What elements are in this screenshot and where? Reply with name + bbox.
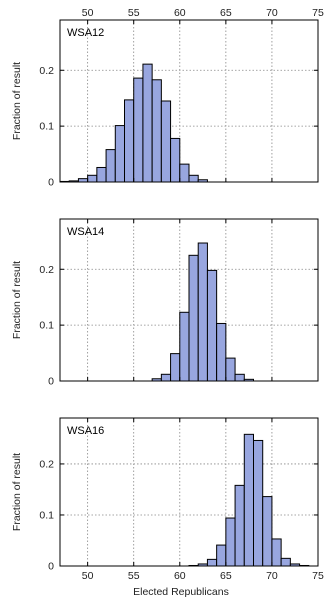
x-tick-label: 70 <box>266 570 278 582</box>
histogram-bar <box>206 269 218 382</box>
x-tick-label: 65 <box>220 7 232 19</box>
y-tick-label: 0.1 <box>39 509 54 521</box>
x-tick-label: 70 <box>266 7 278 19</box>
panel-label: WSA14 <box>67 226 104 238</box>
histogram-bar <box>124 99 135 183</box>
y-tick-label: 0.2 <box>39 65 54 77</box>
plot-frame <box>59 417 319 567</box>
x-tick-label: 75 <box>312 7 324 19</box>
plot-frame <box>59 19 319 183</box>
x-tick-label: 60 <box>174 570 186 582</box>
x-tick-label: 60 <box>174 7 186 19</box>
histogram-bar <box>179 311 190 382</box>
histogram-bar <box>114 125 125 183</box>
plot-frame <box>59 218 319 382</box>
histogram-bar <box>170 137 181 183</box>
histogram-bar <box>179 163 190 183</box>
histogram-bar <box>206 558 218 567</box>
histogram-bar <box>160 100 172 183</box>
x-tick-label: 65 <box>220 570 232 582</box>
histogram-bar <box>170 353 181 382</box>
y-axis-label: Fraction of result <box>11 62 23 140</box>
x-tick-label: 50 <box>82 7 94 19</box>
chart-panel-1: 50 55 60 65 70 75 0 0.1 0.2 Fraction of result WSA… <box>11 7 324 189</box>
histogram-bar <box>262 496 273 567</box>
histogram-bar <box>234 373 245 382</box>
y-tick-label: 0.2 <box>39 264 54 276</box>
histogram-bar <box>151 79 162 183</box>
y-tick-label: 0 <box>48 561 54 573</box>
histogram-bar <box>253 439 264 567</box>
histogram-bar <box>96 166 107 183</box>
y-tick-label: 0.1 <box>39 121 54 133</box>
panel-label: WSA12 <box>67 27 104 39</box>
histogram-bar <box>197 242 208 382</box>
chart-panel-2: 0 0.1 0.2 Fraction of result WSA14 <box>11 218 319 388</box>
x-tick-label: 75 <box>312 570 324 582</box>
histogram-bar <box>216 322 227 382</box>
histogram-bar <box>243 433 255 567</box>
x-axis-label: Elected Republicans <box>133 586 229 598</box>
y-axis-label: Fraction of result <box>11 453 23 531</box>
histogram-bar <box>160 373 172 382</box>
histogram-bar <box>280 557 291 567</box>
histogram-bar <box>188 254 199 382</box>
histogram-bar <box>225 517 236 567</box>
y-axis-label: Fraction of result <box>11 261 23 339</box>
x-tick-label: 50 <box>82 570 94 582</box>
panel-label: WSA16 <box>67 425 104 437</box>
y-tick-label: 0 <box>48 376 54 388</box>
x-tick-label: 55 <box>128 7 140 19</box>
y-tick-label: 0.2 <box>39 458 54 470</box>
chart-panel-3: 50 55 60 65 70 75 0 0.1 0.2 Fraction of result WSA… <box>11 417 324 598</box>
histogram-bar <box>216 544 227 567</box>
histogram-bar <box>188 174 199 183</box>
histogram-bar <box>225 357 236 382</box>
histogram-bar <box>87 174 98 183</box>
histogram-bar <box>234 484 245 567</box>
y-tick-label: 0 <box>48 177 54 189</box>
x-tick-label: 55 <box>128 570 140 582</box>
histogram-bar <box>105 149 116 183</box>
histogram-bar <box>271 538 282 567</box>
histogram-bar <box>142 63 153 183</box>
histogram-bar <box>77 178 89 183</box>
y-tick-label: 0.1 <box>39 320 54 332</box>
histogram-bar <box>133 77 144 183</box>
